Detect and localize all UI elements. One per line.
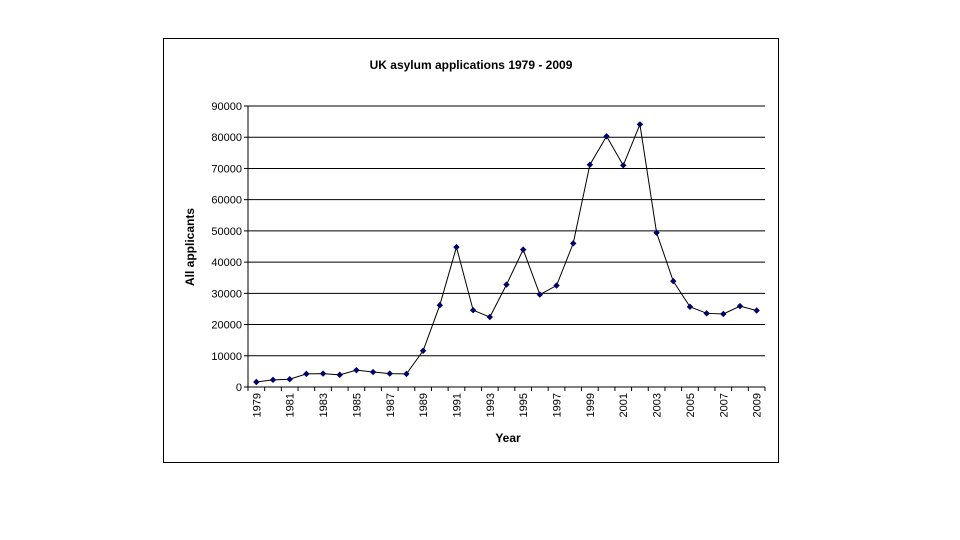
- x-axis-title: Year: [495, 431, 521, 445]
- data-point-marker: [286, 375, 293, 383]
- data-point-marker: [703, 310, 710, 317]
- x-tick-label: 2007: [718, 393, 730, 417]
- data-point-marker: [336, 371, 343, 379]
- data-point-marker: [269, 376, 277, 384]
- y-tick-label: 70000: [211, 163, 242, 175]
- y-tick-label: 60000: [211, 195, 242, 207]
- data-point-marker: [686, 303, 694, 310]
- data-point-marker: [603, 133, 610, 140]
- data-point-marker: [670, 277, 677, 285]
- data-point-marker: [486, 313, 494, 321]
- x-tick-label: 2003: [652, 393, 664, 417]
- line-chart: 0 10000 20000 30000 40000 50000 60000 70000 8000…: [183, 58, 766, 445]
- data-point-marker: [436, 301, 443, 309]
- data-point-marker: [319, 370, 327, 377]
- y-tick-label: 30000: [211, 288, 242, 300]
- data-point-marker: [636, 121, 644, 128]
- data-point-marker: [753, 307, 760, 314]
- series: [253, 121, 760, 386]
- data-point-marker: [536, 291, 544, 298]
- data-point-marker: [303, 370, 310, 378]
- x-tick-label: 1999: [585, 393, 597, 417]
- data-point-marker: [736, 302, 744, 310]
- data-point-marker: [386, 370, 393, 377]
- axes: 0 10000 20000 30000 40000 50000 60000 70000 8000…: [211, 101, 766, 417]
- gridlines: [248, 105, 765, 357]
- x-tick-label: 1993: [485, 393, 497, 417]
- x-tick-label: 1997: [552, 393, 564, 417]
- data-point-marker: [369, 368, 377, 376]
- data-point-marker: [553, 282, 560, 289]
- y-axis-title: All applicants: [183, 208, 197, 286]
- x-tick-label: 2001: [618, 393, 630, 417]
- x-tick-label: 2009: [752, 393, 764, 417]
- series-line: [256, 122, 757, 383]
- chart-frame: 0 10000 20000 30000 40000 50000 60000 70000 8000…: [163, 38, 779, 463]
- x-tick-label: 2005: [685, 393, 697, 417]
- x-tick-label: 1983: [318, 393, 330, 417]
- y-tick-label: 20000: [211, 320, 242, 332]
- y-tick-label: 80000: [211, 132, 242, 144]
- data-point-marker: [253, 378, 260, 386]
- data-point-marker: [620, 162, 627, 169]
- x-tick-label: 1981: [285, 393, 297, 417]
- data-point-marker: [586, 161, 594, 168]
- data-point-marker: [469, 306, 477, 314]
- data-point-marker: [519, 246, 527, 253]
- y-tick-label: 0: [236, 382, 242, 394]
- chart-title: UK asylum applications 1979 - 2009: [370, 58, 573, 72]
- data-point-marker: [570, 240, 577, 247]
- x-tick-label: 1989: [418, 393, 430, 417]
- data-point-marker: [720, 310, 727, 318]
- y-tick-label: 40000: [211, 257, 242, 269]
- y-tick-label: 50000: [211, 226, 242, 238]
- x-tick-label: 1987: [385, 393, 397, 417]
- data-point-marker: [653, 229, 660, 236]
- data-point-marker: [419, 347, 427, 354]
- x-tick-label: 1995: [518, 393, 530, 417]
- x-tick-label: 1979: [251, 393, 263, 417]
- data-point-marker: [353, 366, 360, 374]
- x-tick-label: 1991: [451, 393, 463, 417]
- data-point-marker: [403, 370, 410, 378]
- data-point-marker: [503, 281, 510, 288]
- y-tick-label: 90000: [211, 101, 242, 113]
- x-tick-label: 1985: [351, 393, 363, 417]
- data-point-marker: [453, 243, 460, 251]
- y-tick-label: 10000: [211, 351, 242, 363]
